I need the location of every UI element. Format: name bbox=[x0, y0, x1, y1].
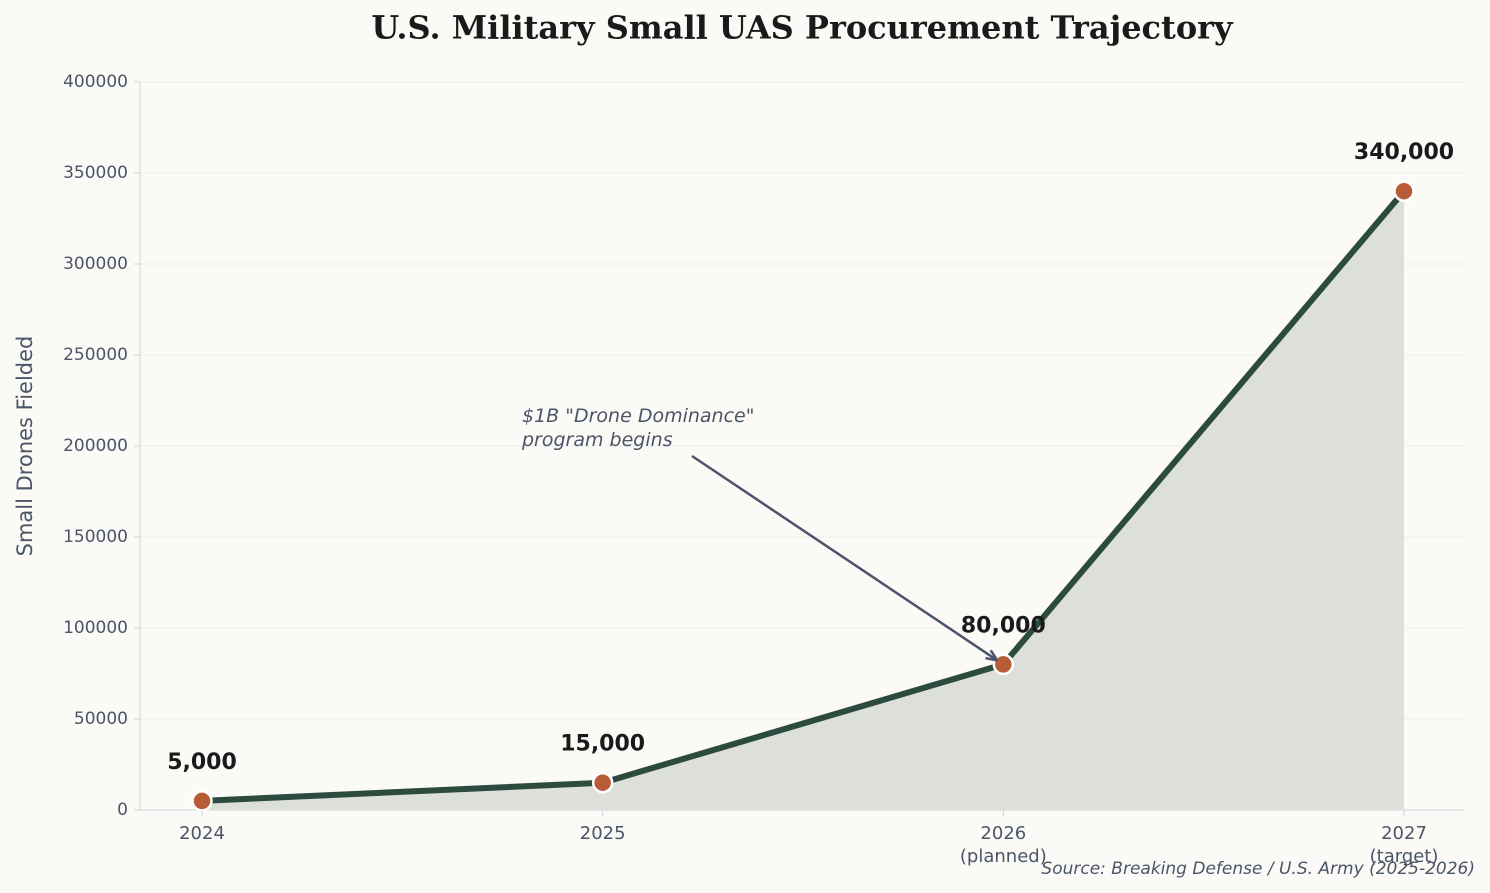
x-tick-label: 2026 (planned) bbox=[960, 823, 1047, 867]
source-note: Source: Breaking Defense / U.S. Army (20… bbox=[1041, 859, 1475, 879]
x-tick-label: 2024 bbox=[179, 823, 225, 844]
y-tick-label: 0 bbox=[117, 800, 128, 820]
chart-title: U.S. Military Small UAS Procurement Traj… bbox=[371, 9, 1234, 47]
x-tick-label: 2027 (target) bbox=[1370, 823, 1439, 867]
y-axis-label: Small Drones Fielded bbox=[13, 336, 37, 557]
marker bbox=[1393, 180, 1415, 202]
data-label: 5,000 bbox=[167, 750, 237, 775]
y-tick-label: 350000 bbox=[63, 163, 128, 183]
data-label: 340,000 bbox=[1354, 140, 1454, 165]
y-tick-label: 150000 bbox=[63, 527, 128, 547]
y-tick-label: 250000 bbox=[63, 345, 128, 365]
y-tick-label: 50000 bbox=[74, 709, 128, 729]
data-label: 15,000 bbox=[560, 732, 645, 757]
area bbox=[202, 191, 1404, 810]
y-tick-label: 400000 bbox=[63, 72, 128, 92]
y-tick-label: 300000 bbox=[63, 254, 128, 274]
line bbox=[201, 189, 1407, 804]
marker bbox=[191, 790, 213, 812]
marker bbox=[591, 771, 614, 794]
annotation: $1B "Drone Dominance" program begins bbox=[521, 405, 754, 451]
data-label: 80,000 bbox=[961, 613, 1046, 638]
annotation-arrow bbox=[691, 454, 999, 662]
y-tick-label: 100000 bbox=[63, 618, 128, 638]
y-tick-label: 200000 bbox=[63, 436, 128, 456]
x-tick-label: 2025 bbox=[580, 823, 626, 844]
marker bbox=[992, 653, 1015, 676]
arrow-head bbox=[985, 649, 999, 662]
